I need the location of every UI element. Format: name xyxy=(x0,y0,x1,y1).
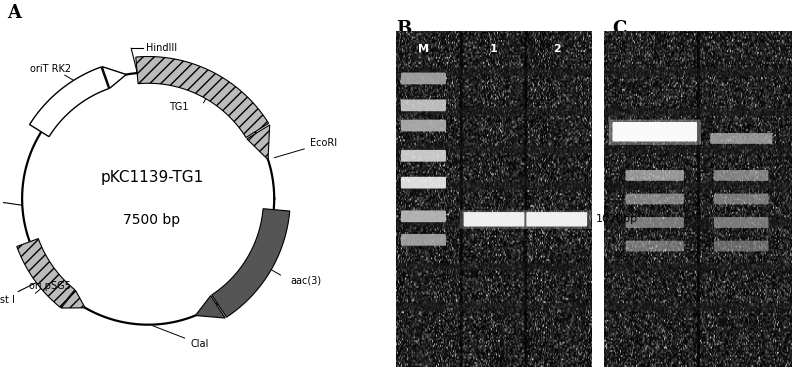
Polygon shape xyxy=(136,57,269,138)
Text: ori pSG5: ori pSG5 xyxy=(30,281,71,291)
FancyBboxPatch shape xyxy=(613,122,697,141)
FancyBboxPatch shape xyxy=(626,241,684,251)
Text: HindIII: HindIII xyxy=(146,43,178,53)
Bar xyxy=(396,68,592,76)
FancyBboxPatch shape xyxy=(526,212,587,227)
Text: oriT RK2: oriT RK2 xyxy=(30,64,71,74)
Bar xyxy=(396,145,592,153)
Bar xyxy=(604,145,792,153)
Polygon shape xyxy=(61,290,85,308)
FancyBboxPatch shape xyxy=(714,241,769,251)
Polygon shape xyxy=(30,67,109,137)
FancyBboxPatch shape xyxy=(609,120,701,145)
Bar xyxy=(604,68,792,76)
FancyBboxPatch shape xyxy=(464,212,524,227)
Bar xyxy=(396,182,592,190)
Text: pKC1139-TG1: pKC1139-TG1 xyxy=(100,170,204,185)
Text: 2: 2 xyxy=(553,44,561,54)
Text: 1: 1 xyxy=(490,44,498,54)
Bar xyxy=(396,262,592,271)
Polygon shape xyxy=(247,125,270,160)
FancyBboxPatch shape xyxy=(714,194,769,204)
FancyBboxPatch shape xyxy=(401,177,446,189)
FancyBboxPatch shape xyxy=(626,170,684,181)
Polygon shape xyxy=(17,239,74,308)
Text: aac(3): aac(3) xyxy=(290,276,322,286)
Bar xyxy=(396,303,592,311)
FancyBboxPatch shape xyxy=(710,133,772,144)
Text: TG1: TG1 xyxy=(169,102,188,112)
FancyBboxPatch shape xyxy=(460,210,528,229)
FancyBboxPatch shape xyxy=(401,150,446,162)
Text: EcoRI: EcoRI xyxy=(274,138,337,158)
FancyBboxPatch shape xyxy=(714,217,769,228)
Text: 1020bp: 1020bp xyxy=(596,214,638,224)
Bar xyxy=(396,108,592,116)
Polygon shape xyxy=(102,66,126,88)
Polygon shape xyxy=(195,296,225,318)
Text: Pst I: Pst I xyxy=(0,295,14,305)
Text: 7500 bp: 7500 bp xyxy=(123,213,181,227)
Polygon shape xyxy=(212,209,290,317)
Text: B: B xyxy=(396,19,412,38)
FancyBboxPatch shape xyxy=(401,73,446,84)
Bar xyxy=(396,219,592,227)
Bar xyxy=(604,182,792,190)
Bar xyxy=(604,219,792,227)
FancyBboxPatch shape xyxy=(401,120,446,131)
FancyBboxPatch shape xyxy=(626,217,684,228)
Bar xyxy=(604,262,792,271)
Text: A: A xyxy=(7,4,21,22)
FancyBboxPatch shape xyxy=(401,99,446,111)
FancyBboxPatch shape xyxy=(401,234,446,246)
Bar xyxy=(604,108,792,116)
Text: C: C xyxy=(612,19,626,38)
FancyBboxPatch shape xyxy=(522,210,591,229)
Text: M: M xyxy=(418,44,429,54)
FancyBboxPatch shape xyxy=(626,194,684,204)
FancyBboxPatch shape xyxy=(714,170,769,181)
FancyBboxPatch shape xyxy=(401,210,446,222)
Bar xyxy=(604,303,792,311)
Text: ClaI: ClaI xyxy=(153,326,209,349)
